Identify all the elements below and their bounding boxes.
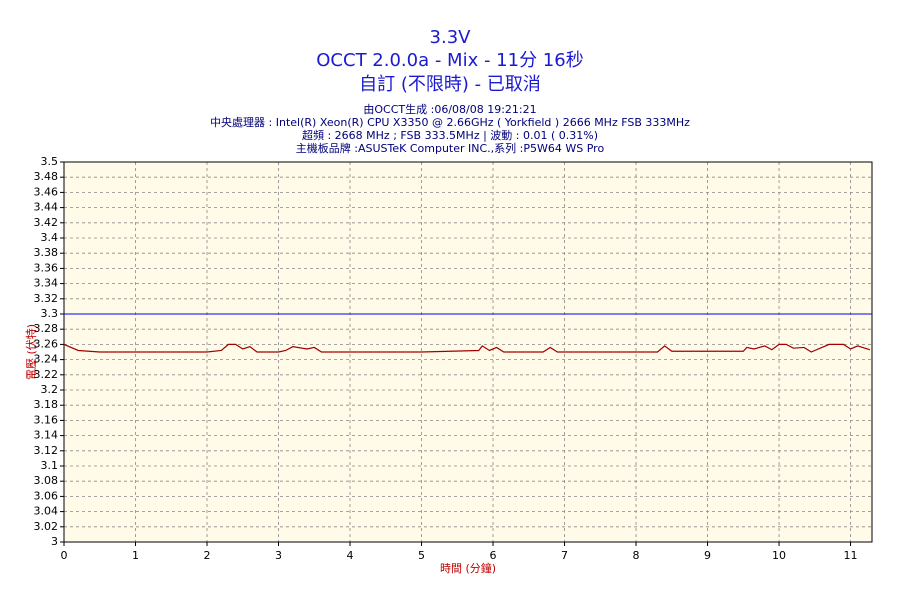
chart-subtitle: OCCT 2.0.0a - Mix - 11分 16秒 <box>316 50 583 71</box>
y-tick-label: 3.14 <box>34 429 59 442</box>
y-tick-label: 3.38 <box>34 246 59 259</box>
y-tick-label: 3.36 <box>34 261 59 274</box>
plot-frame <box>63 161 873 543</box>
y-tick-label: 3.5 <box>41 155 59 168</box>
y-tick-label: 3 <box>51 535 58 548</box>
x-tick-label: 7 <box>561 549 568 562</box>
y-tick-label: 3.44 <box>34 201 59 214</box>
y-tick-label: 3.26 <box>34 337 59 350</box>
chart-subtitle: 自訂 (不限時) - 已取消 <box>359 74 541 95</box>
info-line: 超頻 : 2668 MHz ; FSB 333.5MHz | 波動 : 0.01… <box>302 128 598 142</box>
info-line: 中央處理器 : Intel(R) Xeon(R) CPU X3350 @ 2.6… <box>210 115 690 129</box>
x-tick-label: 2 <box>204 549 211 562</box>
y-tick-label: 3.46 <box>34 185 59 198</box>
y-tick-label: 3.08 <box>34 474 59 487</box>
info-line: 由OCCT生成 :06/08/08 19:21:21 <box>363 102 536 116</box>
x-tick-label: 11 <box>844 549 858 562</box>
y-tick-label: 3.04 <box>34 505 59 518</box>
x-tick-label: 6 <box>490 549 497 562</box>
y-tick-label: 3.2 <box>41 383 59 396</box>
y-tick-label: 3.02 <box>34 520 59 533</box>
x-tick-label: 8 <box>633 549 640 562</box>
y-tick-label: 3.28 <box>34 322 59 335</box>
y-tick-label: 3.18 <box>34 398 59 411</box>
y-tick-label: 3.1 <box>41 459 59 472</box>
x-tick-label: 3 <box>275 549 282 562</box>
x-tick-label: 9 <box>704 549 711 562</box>
chart-title: 3.3V <box>430 27 472 48</box>
y-tick-label: 3.3 <box>41 307 59 320</box>
y-axis-label: 電壓 (伏特) <box>24 324 38 380</box>
y-tick-label: 3.12 <box>34 444 59 457</box>
y-tick-label: 3.42 <box>34 216 59 229</box>
y-tick-label: 3.32 <box>34 292 59 305</box>
y-tick-label: 3.48 <box>34 170 59 183</box>
y-tick-label: 3.16 <box>34 413 59 426</box>
x-tick-label: 1 <box>132 549 139 562</box>
y-tick-label: 3.34 <box>34 277 59 290</box>
y-tick-label: 3.4 <box>41 231 59 244</box>
x-tick-label: 10 <box>772 549 786 562</box>
y-tick-label: 3.22 <box>34 368 59 381</box>
data-line <box>63 343 871 353</box>
x-axis-label: 時間 (分鐘) <box>440 561 496 575</box>
x-tick-label: 5 <box>418 549 425 562</box>
x-tick-label: 4 <box>347 549 354 562</box>
info-line: 主機板品牌 :ASUSTeK Computer INC.,系列 :P5W64 W… <box>296 141 605 155</box>
x-tick-label: 0 <box>61 549 68 562</box>
y-tick-label: 3.06 <box>34 489 59 502</box>
y-tick-label: 3.24 <box>34 353 59 366</box>
